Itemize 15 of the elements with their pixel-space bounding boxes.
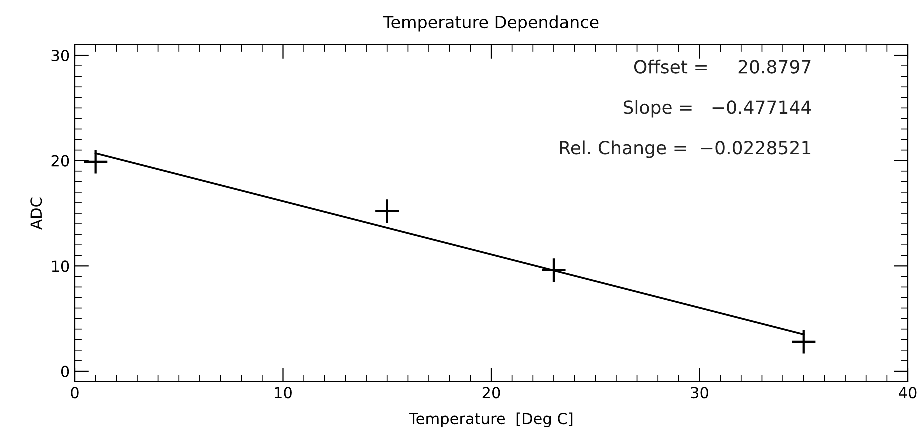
y-tick-label: 10 bbox=[52, 260, 70, 272]
chart-title: Temperature Dependance bbox=[383, 16, 599, 32]
x-tick-label: 20 bbox=[482, 387, 500, 399]
annotation: Slope = −0.477144 bbox=[624, 100, 812, 118]
x-tick-label: 30 bbox=[691, 387, 708, 399]
y-axis-title: ADC bbox=[30, 198, 42, 230]
annotation: Offset = 20.8797 bbox=[634, 60, 811, 74]
annotation: Rel. Change = −0.0228521 bbox=[560, 140, 811, 158]
y-tick-label: 0 bbox=[61, 366, 70, 378]
x-axis-title: Temperature [Deg C] bbox=[409, 412, 573, 428]
y-tick-label: 30 bbox=[52, 50, 70, 62]
x-tick-label: 10 bbox=[275, 387, 292, 399]
x-tick-label: 0 bbox=[71, 387, 79, 399]
y-tick-label: 20 bbox=[52, 155, 70, 167]
x-tick-label: 40 bbox=[899, 387, 917, 399]
